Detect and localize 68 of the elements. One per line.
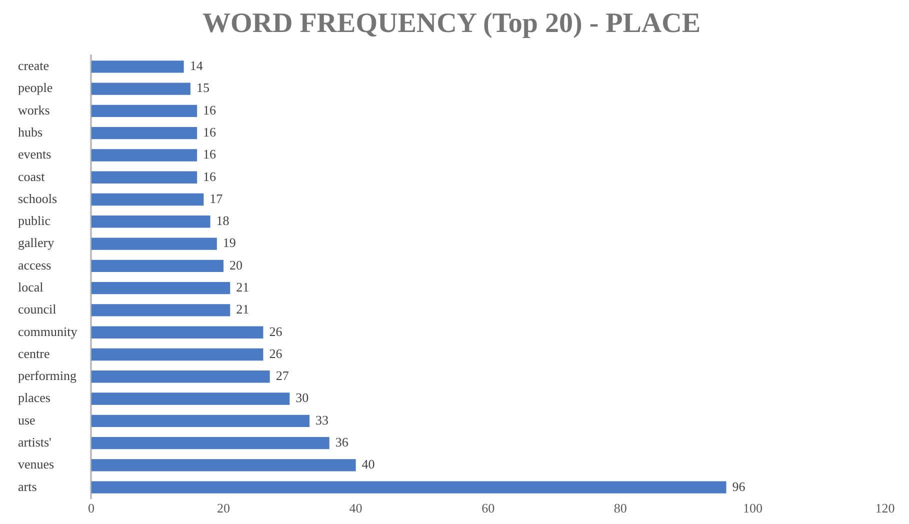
data-label: 16 [203,124,217,140]
y-tick-label: gallery [18,235,55,250]
y-tick-label: events [18,146,52,162]
data-label: 96 [732,478,746,494]
data-label: 40 [362,456,375,472]
bar [91,282,230,294]
y-tick-label: community [18,324,78,339]
bar [91,127,198,140]
bar [91,414,310,427]
bar [91,326,264,338]
bar [91,104,198,118]
bar [91,304,230,316]
y-tick-label: people [18,80,53,96]
y-tick-label: access [18,257,52,272]
bar [91,149,198,162]
chart-title: WORD FREQUENCY (Top 20) - PLACE [202,8,701,40]
y-tick-label: arts [18,478,37,494]
data-label: 16 [203,102,217,118]
y-tick-label: hubs [18,124,43,140]
y-tick-label: schools [18,190,57,206]
y-tick-label: coast [18,168,46,184]
data-label: 26 [269,324,283,339]
x-tick-label: 20 [217,500,230,516]
data-label: 19 [222,235,236,250]
data-label: 36 [335,434,349,450]
data-label: 14 [190,58,204,74]
y-tick-label: create [18,58,50,74]
data-label: 17 [210,190,224,206]
x-tick-label: 80 [614,500,627,516]
data-label: 16 [203,168,217,184]
y-tick-label: works [18,102,50,118]
data-label: 15 [196,80,210,96]
bar [91,260,224,272]
bar [91,193,204,206]
data-label: 20 [230,257,243,272]
bar [91,216,210,228]
y-tick-label: council [18,302,57,317]
x-tick-label: 60 [482,500,495,516]
data-label: 16 [203,146,217,162]
bar [91,459,356,472]
y-tick-label: artists' [18,434,52,450]
bar [91,171,198,184]
y-tick-label: use [18,412,36,428]
y-tick-label: public [18,213,51,228]
y-tick-label: venues [18,456,54,472]
bar [91,60,184,73]
y-tick-label: places [18,390,50,406]
bar [91,348,264,361]
bar [91,370,270,383]
data-label: 21 [236,279,250,294]
data-label: 33 [316,412,329,428]
x-tick-label: 40 [349,500,362,516]
data-label: 30 [296,390,309,406]
bar [91,238,217,250]
y-tick-label: centre [18,346,50,361]
bar [91,392,290,405]
data-label: 27 [276,368,290,384]
bar [91,436,330,450]
x-tick-label: 0 [88,500,94,516]
bar [91,82,190,95]
bar [91,481,726,494]
y-tick-label: performing [18,368,77,384]
y-tick-label: local [18,279,44,294]
x-tick-label: 100 [742,500,762,516]
data-label: 21 [236,302,250,317]
data-label: 18 [216,213,230,228]
data-label: 26 [269,346,283,361]
x-tick-label: 120 [875,500,895,516]
